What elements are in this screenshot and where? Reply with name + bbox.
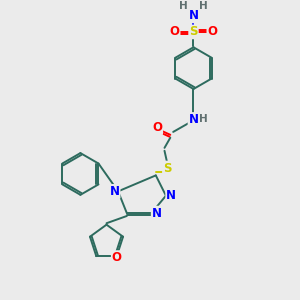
Text: S: S	[163, 162, 172, 175]
Text: N: N	[166, 189, 176, 202]
Text: N: N	[188, 113, 199, 126]
Text: N: N	[110, 185, 120, 198]
Text: O: O	[152, 121, 162, 134]
Text: N: N	[188, 9, 199, 22]
Text: O: O	[112, 251, 122, 264]
Text: S: S	[163, 162, 172, 175]
Text: O: O	[169, 26, 180, 38]
Text: O: O	[207, 26, 217, 38]
Text: N: N	[152, 207, 162, 220]
Text: H: H	[199, 1, 208, 11]
Text: S: S	[189, 26, 198, 38]
Text: H: H	[199, 114, 208, 124]
Text: H: H	[179, 1, 188, 11]
